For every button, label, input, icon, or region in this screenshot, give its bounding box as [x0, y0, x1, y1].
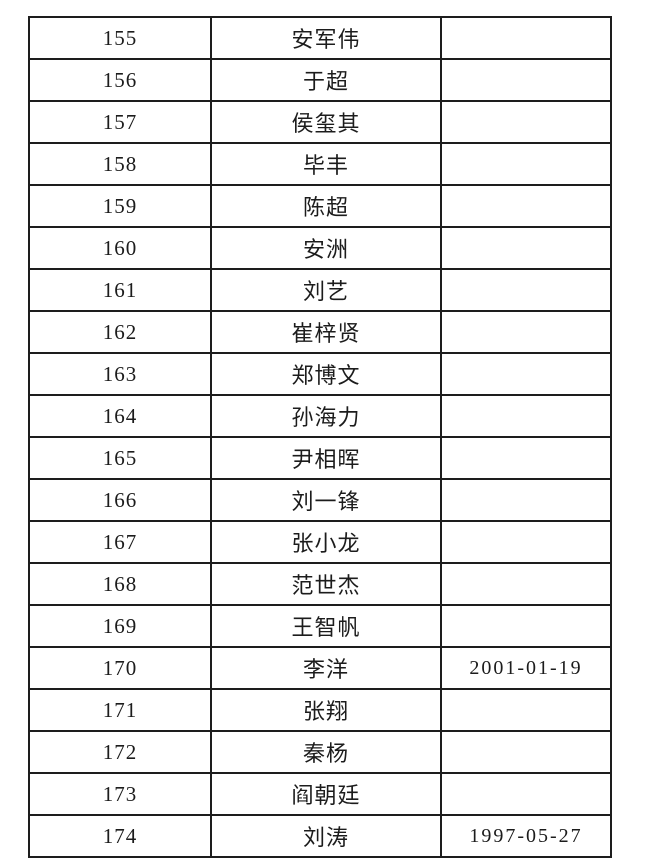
name-cell: 阎朝廷: [210, 772, 442, 816]
table-row: 170 李洋 2001-01-19: [28, 646, 612, 690]
row-index-cell: 156: [28, 58, 212, 102]
date-cell: [440, 520, 612, 564]
name-cell: 陈超: [210, 184, 442, 228]
row-index-cell: 169: [28, 604, 212, 648]
table-row: 169 王智帆: [28, 604, 612, 648]
table-row: 159 陈超: [28, 184, 612, 228]
table-row: 157 侯玺其: [28, 100, 612, 144]
name-cell: 李洋: [210, 646, 442, 690]
table-row: 161 刘艺: [28, 268, 612, 312]
row-index-cell: 160: [28, 226, 212, 270]
date-cell: [440, 772, 612, 816]
table-row: 173 阎朝廷: [28, 772, 612, 816]
date-cell: [440, 394, 612, 438]
row-index-cell: 174: [28, 814, 212, 858]
table-row: 168 范世杰: [28, 562, 612, 606]
name-cell: 安军伟: [210, 16, 442, 60]
table-row: 155 安军伟: [28, 16, 612, 60]
name-cell: 刘涛: [210, 814, 442, 858]
date-cell: [440, 730, 612, 774]
name-cell: 孙海力: [210, 394, 442, 438]
date-cell: [440, 352, 612, 396]
table-row: 166 刘一锋: [28, 478, 612, 522]
name-cell: 安洲: [210, 226, 442, 270]
name-cell: 刘一锋: [210, 478, 442, 522]
table-row: 158 毕丰: [28, 142, 612, 186]
row-index-cell: 171: [28, 688, 212, 732]
row-index-cell: 168: [28, 562, 212, 606]
row-index-cell: 173: [28, 772, 212, 816]
name-cell: 郑博文: [210, 352, 442, 396]
roster-table-body: 155 安军伟 156 于超 157 侯玺其 158: [28, 16, 612, 858]
name-cell: 于超: [210, 58, 442, 102]
date-cell: [440, 226, 612, 270]
name-cell: 侯玺其: [210, 100, 442, 144]
table-row: 174 刘涛 1997-05-27: [28, 814, 612, 858]
row-index-cell: 161: [28, 268, 212, 312]
name-cell: 刘艺: [210, 268, 442, 312]
row-index-cell: 166: [28, 478, 212, 522]
date-cell: [440, 58, 612, 102]
date-cell: 2001-01-19: [440, 646, 612, 690]
date-cell: [440, 478, 612, 522]
date-cell: 1997-05-27: [440, 814, 612, 858]
date-cell: [440, 562, 612, 606]
date-cell: [440, 310, 612, 354]
date-cell: [440, 184, 612, 228]
row-index-cell: 155: [28, 16, 212, 60]
name-cell: 范世杰: [210, 562, 442, 606]
name-cell: 崔梓贤: [210, 310, 442, 354]
name-cell: 尹相晖: [210, 436, 442, 480]
name-cell: 秦杨: [210, 730, 442, 774]
date-cell: [440, 436, 612, 480]
table-row: 172 秦杨: [28, 730, 612, 774]
row-index-cell: 170: [28, 646, 212, 690]
row-index-cell: 157: [28, 100, 212, 144]
table-row: 160 安洲: [28, 226, 612, 270]
row-index-cell: 158: [28, 142, 212, 186]
row-index-cell: 172: [28, 730, 212, 774]
table-row: 164 孙海力: [28, 394, 612, 438]
name-cell: 王智帆: [210, 604, 442, 648]
row-index-cell: 167: [28, 520, 212, 564]
name-cell: 毕丰: [210, 142, 442, 186]
table-row: 163 郑博文: [28, 352, 612, 396]
row-index-cell: 162: [28, 310, 212, 354]
row-index-cell: 159: [28, 184, 212, 228]
table-row: 167 张小龙: [28, 520, 612, 564]
name-cell: 张小龙: [210, 520, 442, 564]
roster-table: 155 安军伟 156 于超 157 侯玺其 158: [28, 16, 612, 858]
row-index-cell: 164: [28, 394, 212, 438]
row-index-cell: 165: [28, 436, 212, 480]
table-row: 156 于超: [28, 58, 612, 102]
table-row: 162 崔梓贤: [28, 310, 612, 354]
date-cell: [440, 604, 612, 648]
date-cell: [440, 142, 612, 186]
table-row: 171 张翔: [28, 688, 612, 732]
date-cell: [440, 268, 612, 312]
row-index-cell: 163: [28, 352, 212, 396]
name-cell: 张翔: [210, 688, 442, 732]
date-cell: [440, 688, 612, 732]
date-cell: [440, 100, 612, 144]
date-cell: [440, 16, 612, 60]
table-row: 165 尹相晖: [28, 436, 612, 480]
